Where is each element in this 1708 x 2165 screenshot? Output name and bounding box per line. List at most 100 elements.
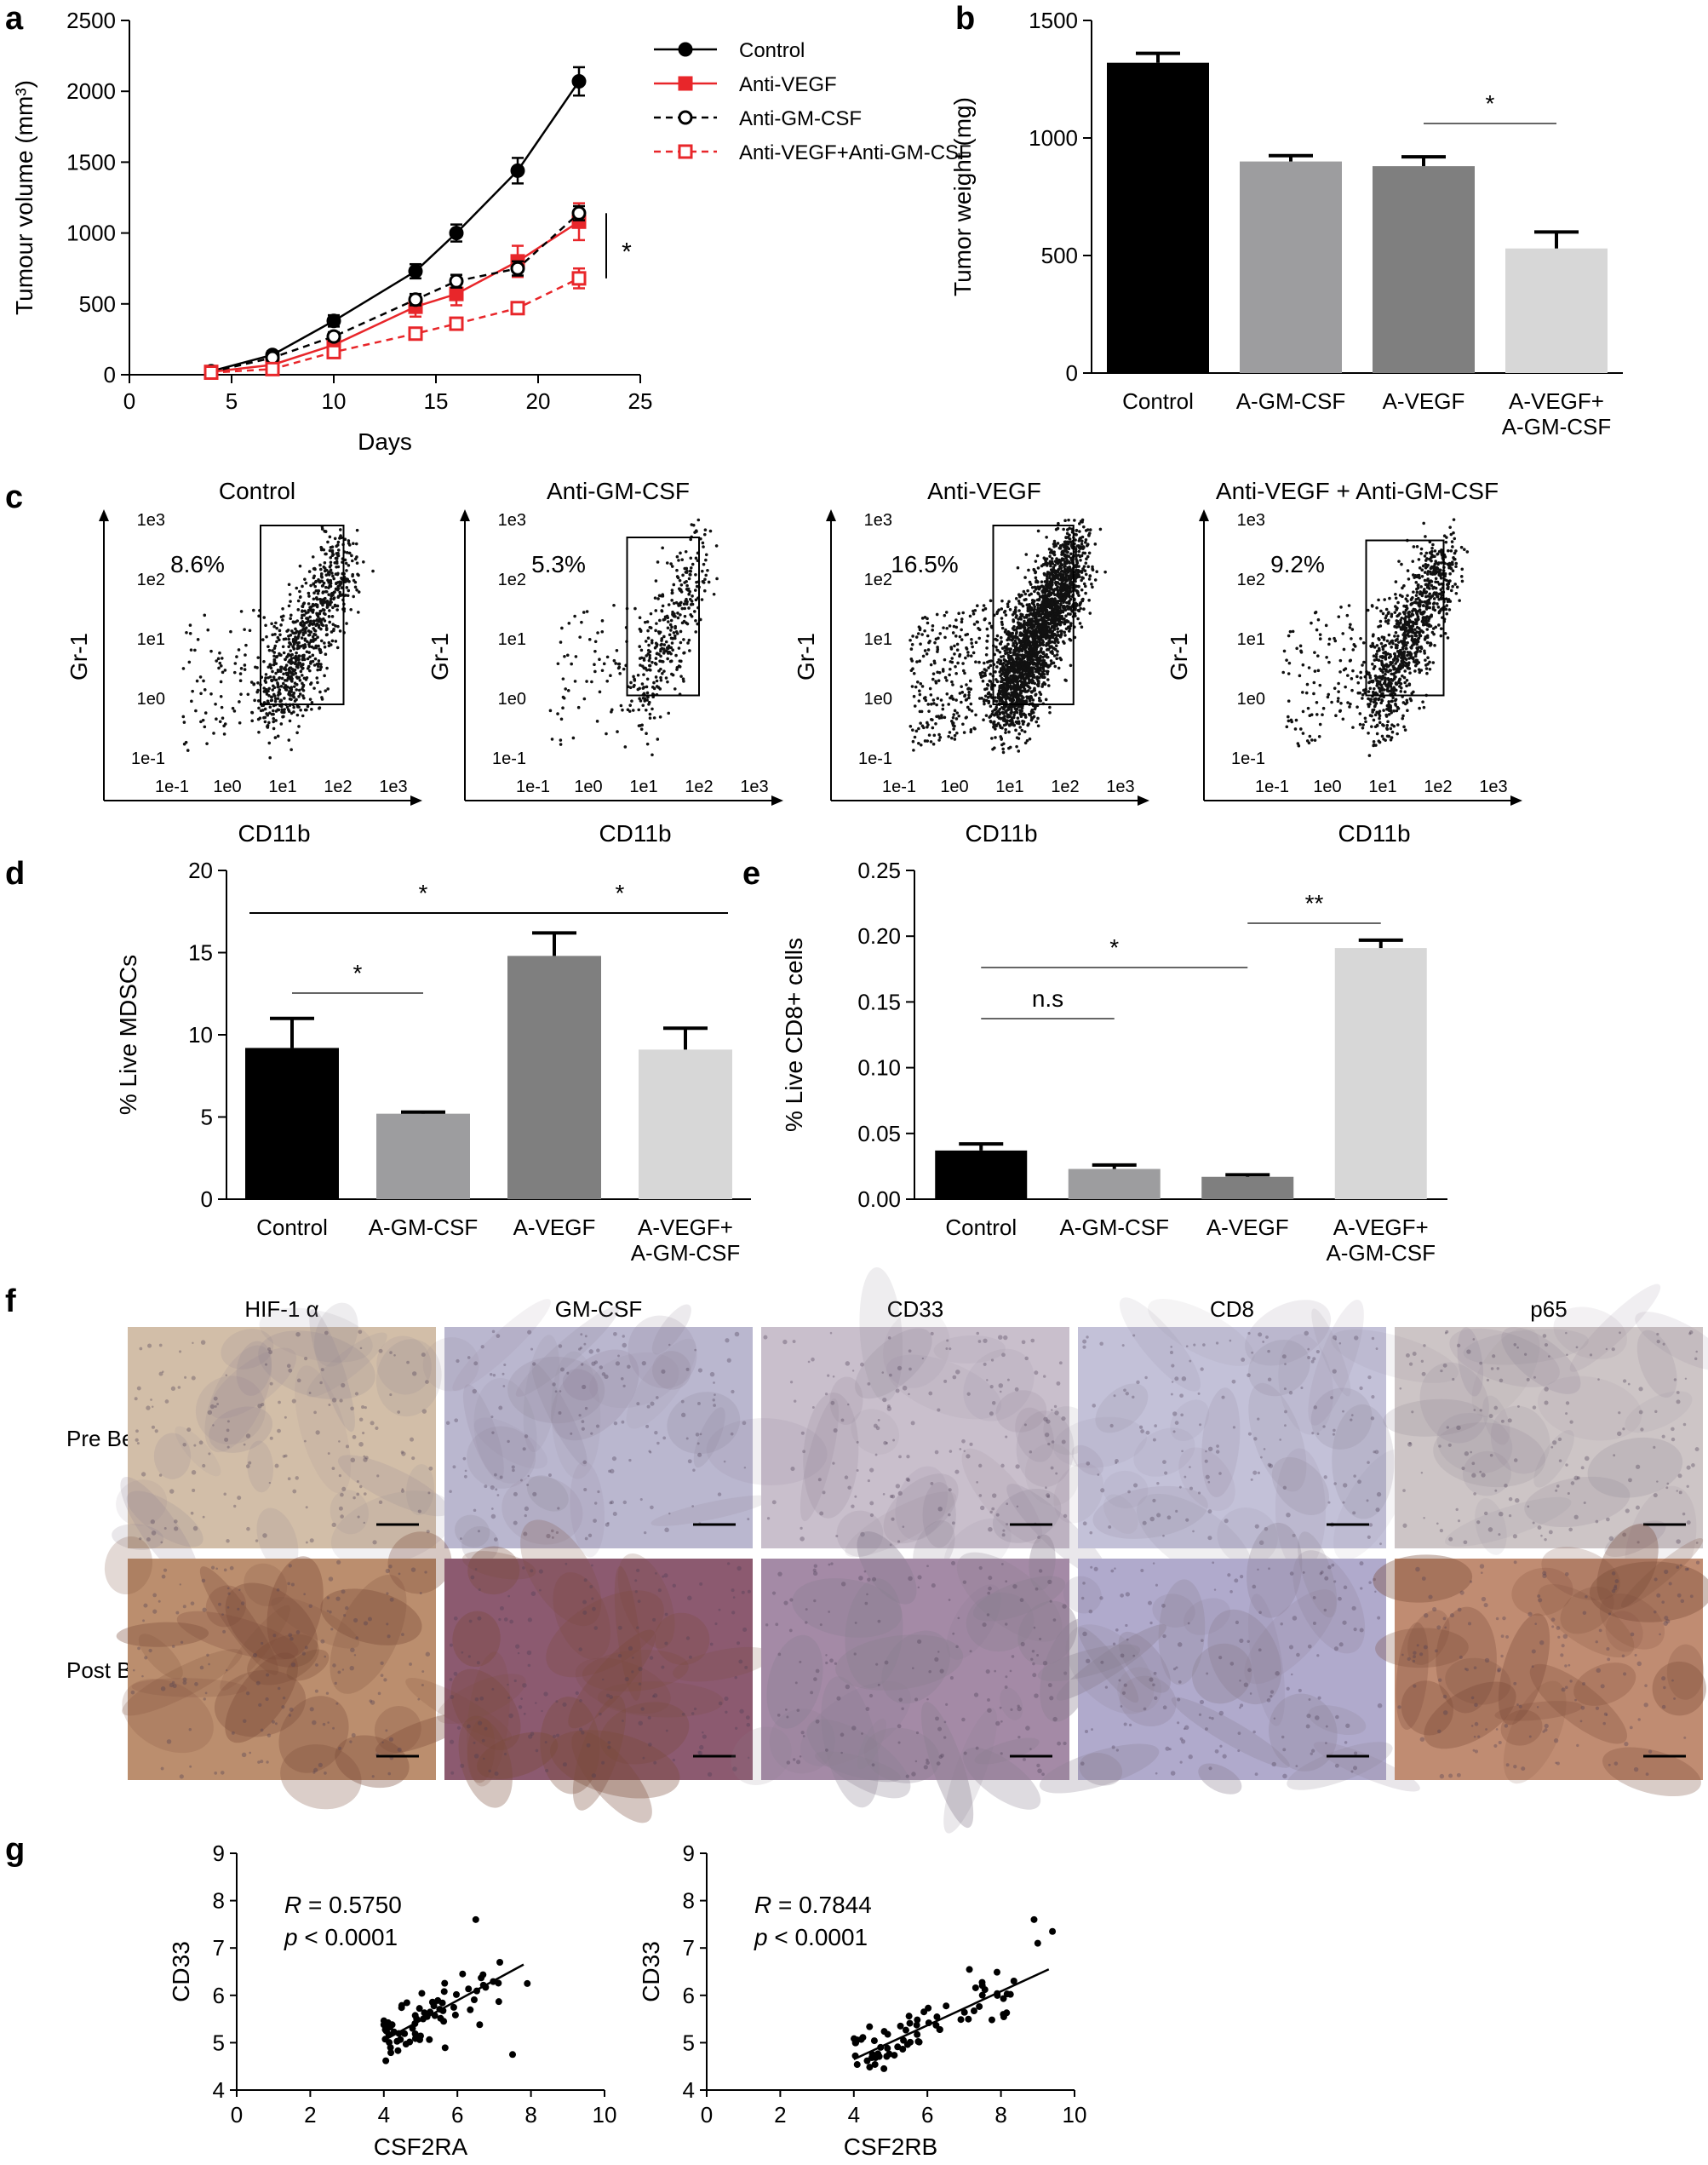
event-dot	[1452, 556, 1455, 560]
event-dot	[918, 628, 922, 632]
event-dot	[687, 592, 691, 596]
event-dot	[289, 617, 292, 620]
event-dot	[669, 629, 673, 632]
event-dot	[1378, 619, 1383, 623]
event-dot	[1066, 607, 1070, 611]
event-dot	[661, 604, 665, 608]
event-dot	[1088, 612, 1092, 615]
event-dot	[347, 551, 352, 555]
event-dot	[1006, 708, 1011, 711]
event-dot	[669, 618, 673, 623]
event-dot	[693, 610, 696, 613]
event-dot	[654, 579, 658, 583]
event-dot	[986, 634, 989, 638]
bar	[1505, 248, 1608, 373]
event-dot	[1387, 656, 1391, 659]
event-dot	[282, 637, 286, 641]
event-dot	[666, 620, 670, 623]
event-dot	[1318, 722, 1322, 726]
event-dot	[1064, 614, 1068, 617]
event-dot	[694, 630, 698, 634]
event-dot	[284, 688, 289, 692]
event-dot	[1039, 635, 1042, 639]
event-dot	[1346, 701, 1350, 704]
event-dot	[1062, 593, 1066, 596]
event-dot	[1023, 655, 1028, 658]
event-dot	[1307, 666, 1311, 669]
event-dot	[1000, 677, 1005, 681]
event-dot	[218, 651, 221, 655]
event-dot	[1330, 700, 1333, 704]
event-dot	[301, 687, 304, 691]
event-dot	[561, 695, 565, 699]
event-dot	[1463, 548, 1466, 551]
event-dot	[1064, 536, 1068, 540]
event-dot	[679, 629, 683, 634]
y-tick-label: 500	[79, 291, 116, 317]
data-point	[571, 271, 587, 286]
event-dot	[671, 613, 675, 617]
event-dot	[1035, 554, 1040, 558]
event-dot	[295, 664, 299, 669]
event-dot	[272, 660, 277, 664]
event-dot	[284, 666, 287, 669]
event-dot	[300, 674, 304, 677]
event-dot	[1084, 529, 1088, 532]
event-dot	[1439, 576, 1443, 580]
event-dot	[642, 686, 646, 689]
event-dot	[1036, 724, 1040, 728]
event-dot	[648, 663, 651, 668]
event-dot	[940, 715, 943, 720]
event-dot	[321, 600, 324, 604]
event-dot	[263, 707, 267, 711]
event-dot	[1018, 631, 1023, 635]
event-dot	[977, 636, 982, 640]
event-dot	[1015, 685, 1018, 688]
event-dot	[574, 655, 578, 658]
event-dot	[1317, 734, 1321, 738]
event-dot	[1445, 612, 1449, 616]
event-dot	[1285, 725, 1289, 729]
event-dot	[1313, 669, 1317, 673]
event-dot	[626, 708, 630, 712]
event-dot	[593, 663, 596, 667]
event-dot	[1048, 560, 1052, 564]
event-dot	[1028, 698, 1032, 703]
event-dot	[283, 697, 286, 700]
event-dot	[669, 636, 673, 640]
event-dot	[271, 633, 274, 637]
event-dot	[567, 622, 571, 625]
data-point	[510, 301, 525, 316]
event-dot	[939, 698, 943, 702]
event-dot	[994, 705, 999, 709]
event-dot	[1067, 574, 1071, 578]
event-dot	[646, 648, 651, 652]
event-dot	[912, 749, 915, 752]
event-dot	[1394, 703, 1398, 707]
event-dot	[1400, 562, 1403, 566]
event-dot	[926, 648, 931, 652]
event-dot	[290, 677, 294, 681]
event-dot	[279, 685, 284, 688]
event-dot	[336, 540, 341, 544]
event-dot	[1414, 597, 1419, 601]
event-dot	[985, 646, 989, 650]
event-dot	[941, 703, 945, 707]
event-dot	[319, 621, 324, 625]
event-dot	[1424, 562, 1428, 566]
event-dot	[303, 609, 307, 613]
event-dot	[966, 686, 971, 691]
event-dot	[1027, 568, 1030, 572]
event-dot	[937, 636, 940, 640]
event-dot	[1023, 741, 1028, 745]
event-dot	[1023, 598, 1027, 602]
event-dot	[970, 641, 973, 646]
event-dot	[955, 711, 960, 715]
event-dot	[1017, 721, 1021, 726]
event-dot	[1053, 606, 1057, 610]
x-tick-label: 20	[526, 388, 551, 414]
event-dot	[294, 627, 297, 631]
event-dot	[1058, 620, 1063, 624]
panel-label-g: g	[5, 1832, 25, 1868]
